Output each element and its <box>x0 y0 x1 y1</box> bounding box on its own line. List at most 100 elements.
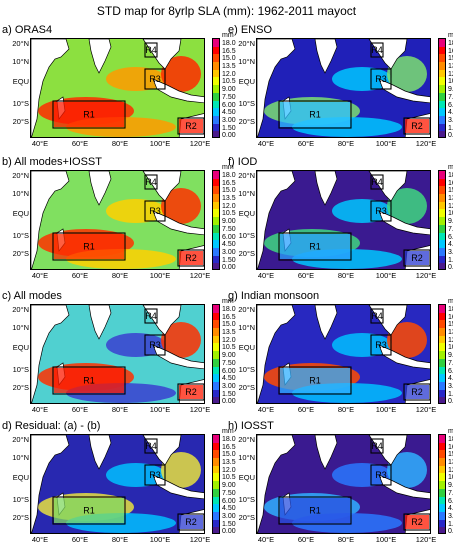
sla-anomaly-field <box>161 452 201 488</box>
region-fill-r1 <box>54 234 124 259</box>
region-fill-r2 <box>179 385 203 399</box>
colorbar-swatch <box>439 358 445 367</box>
sla-anomaly-field <box>106 333 166 357</box>
lon-tick-label: 60°E <box>71 139 89 148</box>
colorbar-swatch <box>439 320 445 329</box>
panel-title: e) ENSO <box>228 24 273 36</box>
region-box-r2 <box>403 117 430 135</box>
lon-tick-label: 60°E <box>297 139 315 148</box>
region-label-r4: R4 <box>145 441 157 451</box>
figure-title: STD map for 8yrlp SLA (mm): 1962-2011 ma… <box>96 4 357 18</box>
region-fill-r1 <box>54 102 124 127</box>
lat-tick-label: 10°S <box>12 365 29 374</box>
panel-title: c) All modes <box>2 290 62 302</box>
colorbar-swatch <box>213 201 219 210</box>
land-mass <box>152 474 204 500</box>
colorbar-swatch <box>213 108 219 116</box>
land-mass <box>378 210 430 236</box>
region-label-r3: R3 <box>149 340 161 350</box>
region-label-r2: R2 <box>411 253 423 263</box>
colorbar-tick-label: 13.5 <box>222 459 236 467</box>
colorbar-tick-label: 15.0 <box>448 451 453 459</box>
colorbar-swatch <box>213 92 219 101</box>
colorbar-swatch <box>439 511 445 520</box>
land-mass <box>142 435 182 466</box>
colorbar-swatch <box>213 115 219 124</box>
colorbar-tick-label: 12.0 <box>448 336 453 344</box>
lon-tick-label: 40°E <box>257 405 275 414</box>
colorbar-tick-label: 7.50 <box>448 93 453 101</box>
colorbar-tick-label: 9.00 <box>448 482 453 490</box>
colorbar-tick-label: 0.00 <box>222 132 236 140</box>
panel-title: h) IOSST <box>228 420 274 432</box>
colorbar-tick-label: 18.0 <box>448 172 453 179</box>
region-label-r1: R1 <box>83 242 95 252</box>
colorbar-unit: mm <box>448 428 453 435</box>
sla-anomaly-field <box>332 67 392 91</box>
colorbar-tick-label: 1.50 <box>448 520 453 528</box>
colorbar-tick-label: 15.0 <box>222 55 236 63</box>
land-mass <box>314 39 338 74</box>
colorbar-unit: mm <box>222 298 234 305</box>
colorbar-tick-label: 13.5 <box>448 459 453 467</box>
colorbar-tick-label: 7.50 <box>448 225 453 233</box>
colorbar-swatch <box>213 209 219 218</box>
colorbar-swatch <box>439 217 445 225</box>
colorbar-swatch <box>213 217 219 225</box>
colorbar-tick-label: 0.00 <box>222 398 236 406</box>
colorbar-tick-label: 3.00 <box>222 512 236 520</box>
colorbar-swatch <box>439 123 445 132</box>
colorbar-tick-label: 18.0 <box>448 436 453 443</box>
colorbar-tick-label: 1.50 <box>222 124 236 132</box>
colorbar-tick-label: 6.00 <box>448 497 453 505</box>
sla-anomaly-field <box>161 188 201 224</box>
colorbar-tick-label: 10.5 <box>448 78 453 86</box>
lon-tick-label: 100°E <box>375 271 397 280</box>
colorbar-swatch <box>439 389 445 398</box>
land-mass <box>152 344 204 370</box>
region-box-r2 <box>403 383 430 401</box>
map-panel-b: b) All modes+IOSST 20°N 10°N EQU 10°S 20°S R1 R… <box>0 156 236 284</box>
colorbar-tick-label: 9.00 <box>222 86 236 94</box>
colorbar-swatch <box>213 366 219 375</box>
lat-tick-label: 10°S <box>238 231 255 240</box>
colorbar-swatch <box>213 224 219 233</box>
lon-tick-label: 80°E <box>337 139 355 148</box>
colorbar-tick-label: 16.5 <box>222 313 236 321</box>
colorbar-swatch <box>213 465 219 474</box>
colorbar-unit: mm <box>448 32 453 39</box>
region-label-r4: R4 <box>371 177 383 187</box>
colorbar-tick-label: 16.5 <box>448 443 453 451</box>
lon-tick-label: 120°E <box>189 139 211 148</box>
colorbar-swatch <box>213 77 219 86</box>
colorbar-swatch <box>213 240 219 248</box>
map-panel-c: c) All modes 20°N 10°N EQU 10°S 20°S R1 R2 R3 R4 4… <box>0 290 236 418</box>
colorbar-swatch <box>439 366 445 375</box>
colorbar-tick-label: 7.50 <box>222 225 236 233</box>
region-label-r3: R3 <box>375 74 387 84</box>
region-label-r1: R1 <box>83 376 95 386</box>
region-box-r4 <box>144 308 158 324</box>
colorbar-tick-label: 7.50 <box>222 359 236 367</box>
colorbar-tick-label: 3.00 <box>448 512 453 520</box>
region-label-r2: R2 <box>185 253 197 263</box>
colorbar-unit: mm <box>448 164 453 171</box>
colorbar-swatch <box>439 240 445 248</box>
colorbar-swatch <box>439 473 445 482</box>
colorbar-tick-label: 10.5 <box>222 474 236 482</box>
colorbar-tick-label: 4.50 <box>448 241 453 249</box>
colorbar-swatch <box>213 263 219 269</box>
colorbar-swatch <box>439 312 445 321</box>
region-box-r4 <box>144 42 158 58</box>
lat-tick-label: 20°S <box>238 383 255 392</box>
lat-tick-label: 10°N <box>12 323 29 332</box>
lon-tick-label: 60°E <box>71 405 89 414</box>
region-fill-r1 <box>280 368 350 393</box>
sla-std-map: R1 R2 R3 R4 <box>30 434 205 534</box>
colorbar-tick-label: 4.50 <box>222 505 236 513</box>
lon-tick-label: 80°E <box>337 405 355 414</box>
colorbar-swatch <box>213 247 219 256</box>
colorbar-tick-label: 12.0 <box>448 466 453 474</box>
colorbar-tick-label: 3.00 <box>222 116 236 124</box>
colorbar-tick-label: 7.50 <box>448 359 453 367</box>
